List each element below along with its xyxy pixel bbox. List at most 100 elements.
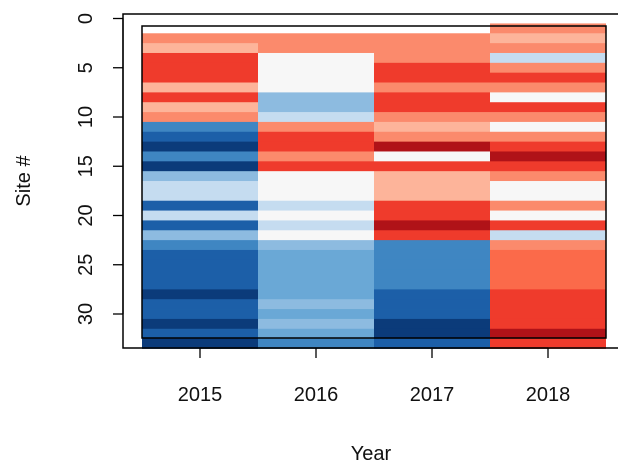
heatmap-cell-2015-site-6 (142, 72, 258, 83)
heatmap-cell-2016-site-7 (258, 82, 374, 93)
heatmap-cell-2016-site-10 (258, 112, 374, 123)
heatmap-cell-2017-site-22 (374, 230, 490, 241)
heatmap-cell-2018-site-21 (490, 220, 606, 231)
heatmap-cell-2018-site-13 (490, 141, 606, 152)
heatmap-cell-2015-site-15 (142, 161, 258, 172)
heatmap-cell-2017-site-8 (374, 92, 490, 103)
heatmap-cell-2018-site-14 (490, 151, 606, 162)
heatmap-cell-2016-site-30 (258, 309, 374, 320)
heatmap-cell-2017-site-12 (374, 131, 490, 143)
heatmap-cell-2018-site-11 (490, 121, 606, 133)
heatmap-cell-2016-site-20 (258, 210, 374, 221)
heatmap-cell-2018-site-19 (490, 200, 606, 211)
heatmap-cell-2018-site-24 (490, 249, 606, 261)
heatmap-cell-2015-site-30 (142, 309, 258, 320)
y-tick-label-10: 10 (75, 106, 97, 128)
heatmap-cell-2017-site-1 (374, 23, 490, 34)
y-axis-title: Site # (13, 155, 35, 207)
heatmap-cell-2017-site-17 (374, 181, 490, 192)
heatmap-cell-2015-site-21 (142, 220, 258, 231)
heatmap-cell-2017-site-25 (374, 259, 490, 271)
y-tick-label-5: 5 (75, 62, 97, 73)
heatmap-cell-2017-site-6 (374, 72, 490, 83)
heatmap-cell-2017-site-4 (374, 52, 490, 64)
heatmap-cell-2016-site-16 (258, 171, 374, 182)
heatmap-cell-2018-site-4 (490, 52, 606, 64)
heatmap-cell-2015-site-13 (142, 141, 258, 152)
heatmap-cell-2016-site-13 (258, 141, 374, 152)
heatmap-cell-2015-site-11 (142, 121, 258, 133)
heatmap-cell-2015-site-1 (142, 23, 258, 34)
heatmap-cell-2016-site-25 (258, 259, 374, 271)
heatmap-cell-2018-site-3 (490, 43, 606, 54)
heatmap-cell-2016-site-19 (258, 200, 374, 211)
heatmap-cell-2016-site-2 (258, 33, 374, 44)
heatmap-cell-2018-site-25 (490, 259, 606, 271)
heatmap-cell-2015-site-27 (142, 279, 258, 290)
heatmap-cell-2016-site-21 (258, 220, 374, 231)
heatmap-cell-2015-site-26 (142, 269, 258, 280)
y-tick-label-25: 25 (75, 254, 97, 276)
heatmap-cell-2018-site-5 (490, 62, 606, 74)
heatmap-cell-2016-site-31 (258, 318, 374, 330)
heatmap-cell-2015-site-24 (142, 249, 258, 261)
heatmap-cell-2015-site-25 (142, 259, 258, 271)
heatmap-cell-2018-site-31 (490, 318, 606, 330)
heatmap-cell-2015-site-3 (142, 43, 258, 54)
heatmap-cell-2015-site-18 (142, 190, 258, 202)
heatmap-cell-2017-site-19 (374, 200, 490, 211)
y-tick-label-30: 30 (75, 303, 97, 325)
heatmap-cell-2015-site-22 (142, 230, 258, 241)
heatmap-cell-2016-site-8 (258, 92, 374, 103)
heatmap-cell-2018-site-26 (490, 269, 606, 280)
heatmap-cell-2018-site-12 (490, 131, 606, 143)
heatmap-cell-2015-site-29 (142, 299, 258, 310)
heatmap-cell-2017-site-23 (374, 240, 490, 251)
x-tick-label-2015: 2015 (178, 384, 223, 406)
y-tick-label-20: 20 (75, 204, 97, 226)
heatmap-cell-2018-site-17 (490, 181, 606, 192)
heatmap-cell-2015-site-20 (142, 210, 258, 221)
heatmap-cell-2016-site-18 (258, 190, 374, 202)
heatmap-cell-2015-site-19 (142, 200, 258, 211)
heatmap-cell-2018-site-23 (490, 240, 606, 251)
heatmap-cell-2016-site-12 (258, 131, 374, 143)
heatmap-cell-2017-site-18 (374, 190, 490, 202)
heatmap-cell-2017-site-16 (374, 171, 490, 182)
heatmap-cell-2017-site-15 (374, 161, 490, 172)
heatmap-cell-2017-site-33 (374, 338, 490, 349)
heatmap-cell-2018-site-6 (490, 72, 606, 83)
x-tick-label-2018: 2018 (526, 384, 571, 406)
heatmap-cell-2017-site-24 (374, 249, 490, 261)
heatmap-cell-2015-site-33 (142, 338, 258, 349)
heatmap-cell-2016-site-4 (258, 52, 374, 64)
heatmap-cell-2017-site-32 (374, 328, 490, 340)
heatmap-cell-2016-site-1 (258, 23, 374, 34)
heatmap-cell-2016-site-22 (258, 230, 374, 241)
heatmap-cell-2015-site-31 (142, 318, 258, 330)
heatmap-cell-2018-site-22 (490, 230, 606, 241)
heatmap-cell-2015-site-23 (142, 240, 258, 251)
heatmap-cell-2015-site-2 (142, 33, 258, 44)
heatmap-cell-2018-site-32 (490, 328, 606, 340)
heatmap-cell-2016-site-15 (258, 161, 374, 172)
heatmap-cell-2018-site-15 (490, 161, 606, 172)
heatmap-cell-2018-site-29 (490, 299, 606, 310)
heatmap-cell-2016-site-9 (258, 102, 374, 113)
heatmap-cell-2018-site-9 (490, 102, 606, 113)
heatmap-cell-2015-site-4 (142, 52, 258, 64)
y-axis: 0 5 10 15 20 25 30 (75, 13, 124, 325)
heatmap-cell-2017-site-20 (374, 210, 490, 221)
heatmap-cell-2017-site-27 (374, 279, 490, 290)
heatmap-cell-2016-site-17 (258, 181, 374, 192)
heatmap-cell-2018-site-1 (490, 23, 606, 34)
x-axis-title: Year (351, 443, 392, 464)
heatmap-cell-2018-site-33 (490, 338, 606, 349)
heatmap-cell-2018-site-10 (490, 112, 606, 123)
x-axis: 2015 2016 2017 2018 (178, 347, 571, 406)
y-tick-label-0: 0 (75, 13, 97, 24)
heatmap-cell-2017-site-7 (374, 82, 490, 93)
heatmap-cell-2018-site-27 (490, 279, 606, 290)
heatmap-cell-2016-site-29 (258, 299, 374, 310)
heatmap-cell-2017-site-10 (374, 112, 490, 123)
